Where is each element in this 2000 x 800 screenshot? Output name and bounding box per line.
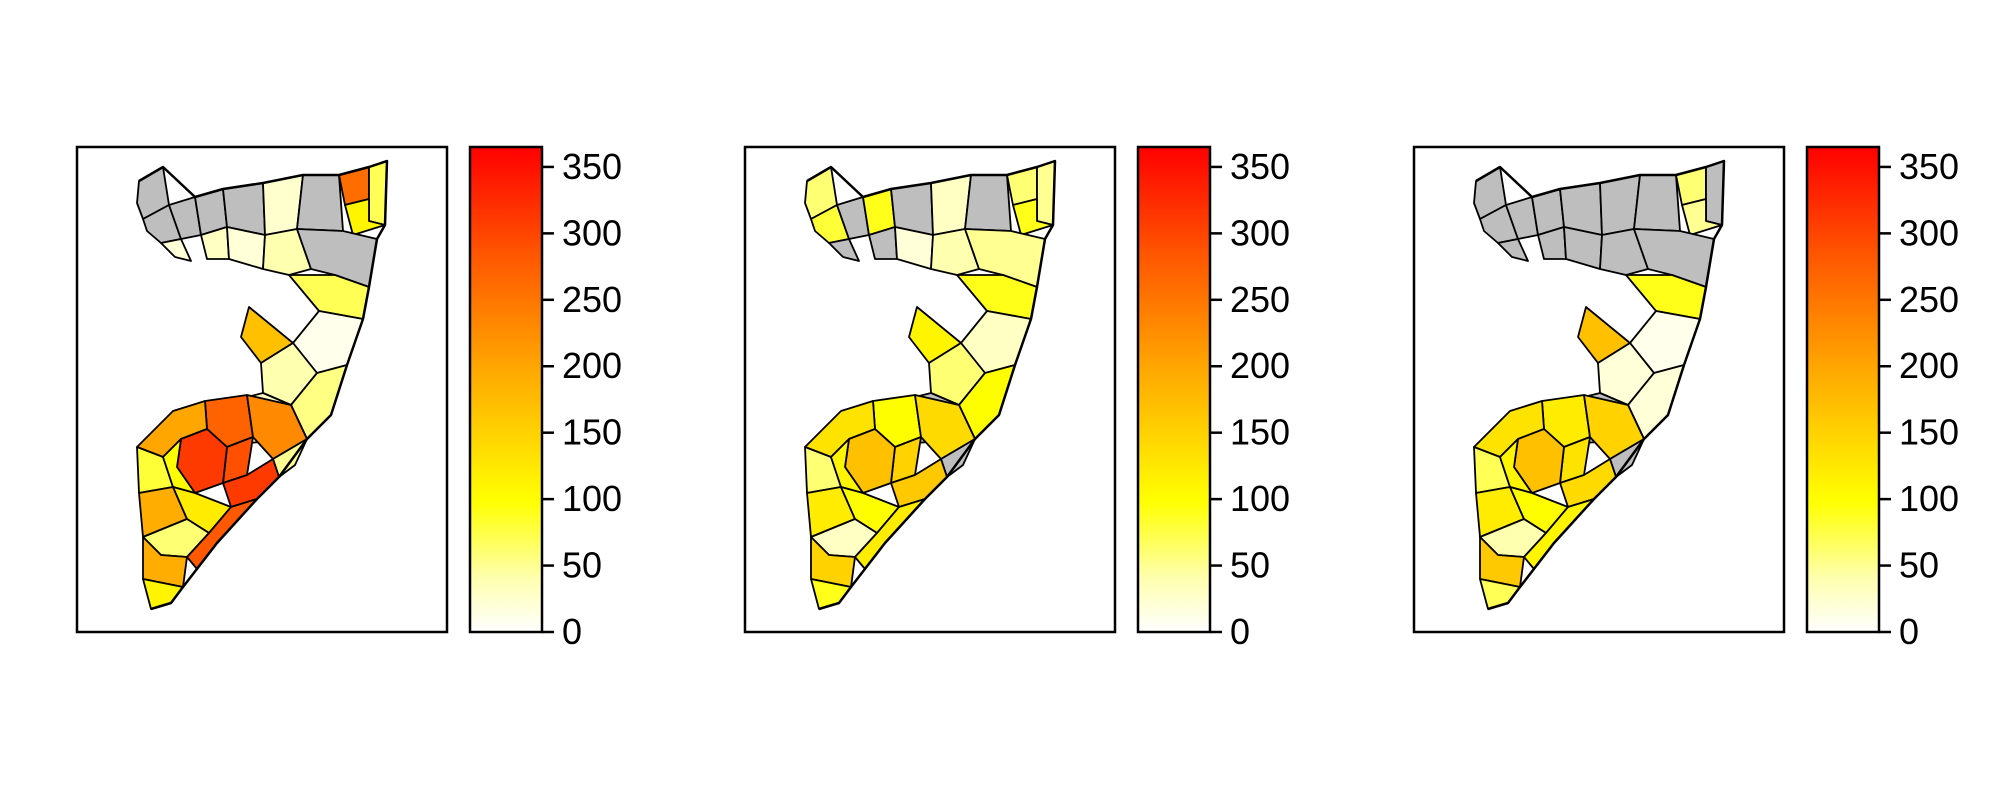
legend-tick-label: 250 <box>1899 279 1959 320</box>
legend-tick-label: 0 <box>1230 611 1250 652</box>
district-s7 <box>162 438 196 494</box>
district-n4 <box>828 238 860 262</box>
map-panel-2: 0 50 100 150 200 250 300 350 <box>743 145 1290 652</box>
district-n14 <box>930 228 980 276</box>
district-n14 <box>262 228 312 276</box>
district-n14 <box>1599 228 1649 276</box>
district-map <box>804 159 1057 611</box>
legend-tick-label: 350 <box>562 146 622 187</box>
district-n8 <box>226 226 266 270</box>
district-map <box>136 159 389 611</box>
legend-tick-label: 0 <box>562 611 582 652</box>
legend-tick-label: 100 <box>562 478 622 519</box>
coastline <box>806 159 1057 611</box>
legend-tick-label: 250 <box>562 279 622 320</box>
map-panel-1: 0 50 100 150 200 250 300 350 <box>75 145 622 652</box>
legend-tick-label: 300 <box>562 212 622 253</box>
district-n8 <box>1563 226 1603 270</box>
legend-tick-label: 350 <box>1899 146 1959 187</box>
coastline <box>1475 159 1726 611</box>
district-n13 <box>1681 198 1723 236</box>
legend-color-bar <box>1136 145 1212 634</box>
map-frame <box>743 145 1117 634</box>
district-n4 <box>160 238 192 262</box>
legend-tick-label: 100 <box>1230 478 1290 519</box>
legend-tick-label: 150 <box>1899 412 1959 453</box>
legend-color-bar <box>1805 145 1881 634</box>
map-panel-3: 0 50 100 150 200 250 300 350 <box>1412 145 1959 652</box>
legend-tick-label: 200 <box>1230 345 1290 386</box>
district-s7 <box>1499 438 1533 494</box>
coastline <box>138 159 389 611</box>
district-s7 <box>830 438 864 494</box>
legend-tick-label: 50 <box>1899 545 1939 586</box>
district-n8 <box>894 226 934 270</box>
legend-color-bar <box>468 145 544 634</box>
district-n13 <box>344 198 386 236</box>
legend-tick-label: 300 <box>1899 212 1959 253</box>
district-map <box>1473 159 1726 611</box>
district-n10 <box>296 174 344 232</box>
legend-tick-label: 300 <box>1230 212 1290 253</box>
district-n4 <box>1497 238 1529 262</box>
legend-tick-label: 200 <box>1899 345 1959 386</box>
legend-tick-label: 350 <box>1230 146 1290 187</box>
legend-tick-label: 50 <box>562 545 602 586</box>
district-n13 <box>1012 198 1054 236</box>
map-frame <box>75 145 449 634</box>
map-frame <box>1412 145 1786 634</box>
legend-tick-label: 0 <box>1899 611 1919 652</box>
district-n10 <box>964 174 1012 232</box>
legend-tick-label: 150 <box>562 412 622 453</box>
legend-tick-label: 150 <box>1230 412 1290 453</box>
legend-tick-label: 200 <box>562 345 622 386</box>
district-n10 <box>1633 174 1681 232</box>
legend-tick-label: 100 <box>1899 478 1959 519</box>
legend-tick-label: 50 <box>1230 545 1270 586</box>
legend-tick-label: 250 <box>1230 279 1290 320</box>
